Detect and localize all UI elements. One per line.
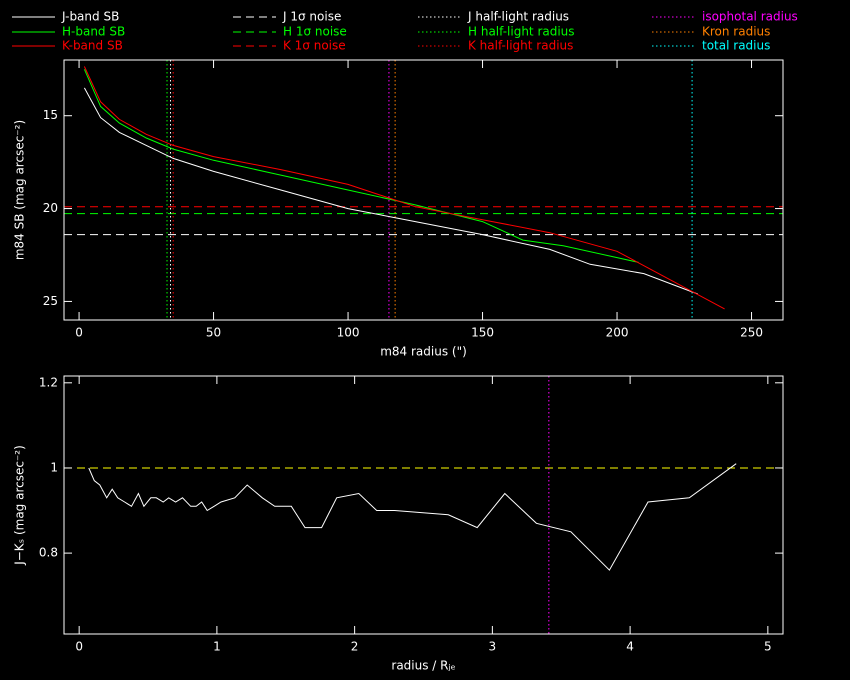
data-line xyxy=(83,69,639,263)
legend-label: J-band SB xyxy=(61,10,119,24)
legend-label: total radius xyxy=(702,39,770,53)
legend-label: isophotal radius xyxy=(702,10,798,24)
x-tick-label: 50 xyxy=(206,326,221,340)
x-tick-label: 2 xyxy=(351,640,359,654)
plot-frame xyxy=(63,375,784,635)
legend-label: J half-light radius xyxy=(467,10,569,24)
x-axis-label: m84 radius (") xyxy=(380,345,467,359)
x-tick-label: 1 xyxy=(213,640,221,654)
y-tick-label: 1.2 xyxy=(39,375,58,389)
legend-label: J 1σ noise xyxy=(282,10,341,24)
x-tick-label: 150 xyxy=(471,326,494,340)
data-line xyxy=(83,87,698,295)
legend-label: H half-light radius xyxy=(468,25,575,39)
y-tick-label: 25 xyxy=(43,294,58,308)
x-tick-label: 4 xyxy=(626,640,634,654)
data-line xyxy=(83,66,725,310)
y-tick-label: 20 xyxy=(43,201,58,215)
legend-label: Kron radius xyxy=(702,25,770,39)
x-tick-label: 3 xyxy=(489,640,497,654)
x-tick-label: 100 xyxy=(337,326,360,340)
y-axis-label: J−Kₛ (mag arcsec⁻²) xyxy=(13,445,27,566)
x-tick-label: 250 xyxy=(740,326,763,340)
y-tick-label: 15 xyxy=(43,108,58,122)
x-tick-label: 0 xyxy=(75,640,83,654)
x-tick-label: 5 xyxy=(764,640,772,654)
y-axis-label: m84 SB (mag arcsec⁻²) xyxy=(13,120,27,260)
x-tick-label: 200 xyxy=(606,326,629,340)
plot-frame xyxy=(63,59,784,321)
y-tick-label: 0.8 xyxy=(39,546,58,560)
data-line xyxy=(88,463,737,571)
legend-label: H 1σ noise xyxy=(283,25,347,39)
x-axis-label: radius / Rⱼₑ xyxy=(391,659,455,673)
y-tick-label: 1 xyxy=(50,460,58,474)
legend-label: K-band SB xyxy=(62,39,123,53)
legend-label: H-band SB xyxy=(62,25,125,39)
x-tick-label: 0 xyxy=(75,326,83,340)
legend-label: K 1σ noise xyxy=(283,39,346,53)
legend-label: K half-light radius xyxy=(468,39,573,53)
